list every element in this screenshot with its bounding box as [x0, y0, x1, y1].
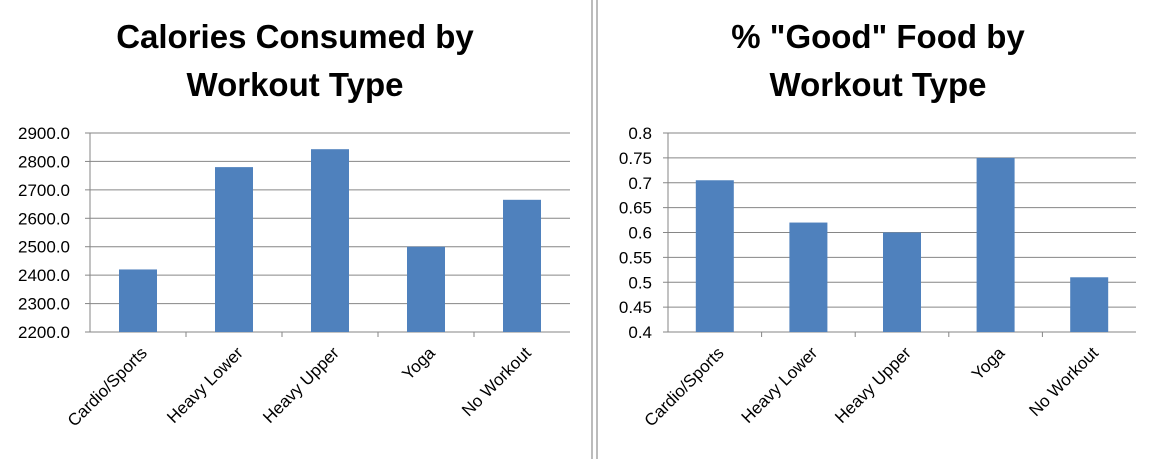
y-tick-label: 0.75 [619, 149, 652, 168]
y-tick-label: 0.45 [619, 298, 652, 317]
bar [503, 199, 541, 332]
category-label: Cardio/Sports [64, 343, 151, 430]
category-label: Yoga [968, 343, 1009, 384]
bar [789, 222, 828, 332]
bar [883, 232, 921, 332]
chart-title-line-1: Calories Consumed by [116, 18, 474, 55]
bar [695, 180, 734, 332]
bar [215, 167, 253, 332]
chart-title-line-1: % "Good" Food by [731, 18, 1025, 55]
category-label: Heavy Lower [163, 343, 247, 427]
y-tick-label: 0.4 [628, 323, 652, 342]
good-food-chart: % "Good" Food by Workout Type 0.4 0.45 0.5… [619, 18, 1136, 430]
chart-title-line-2: Workout Type [187, 66, 404, 103]
category-label: No Workout [458, 343, 535, 420]
bar [976, 157, 1015, 332]
y-tick-label: 2500.0 [18, 238, 70, 257]
bar [311, 149, 349, 332]
y-tick-label: 0.5 [628, 273, 652, 292]
y-tick-label: 2900.0 [18, 124, 70, 143]
category-label: No Workout [1025, 343, 1102, 420]
y-tick-label: 0.7 [628, 174, 652, 193]
y-tick-label: 2600.0 [18, 209, 70, 228]
category-label: Heavy Lower [738, 343, 822, 427]
y-tick-label: 2400.0 [18, 266, 70, 285]
category-label: Heavy Upper [259, 343, 343, 427]
y-tick-label: 0.55 [619, 248, 652, 267]
bar [407, 246, 445, 332]
y-tick-label: 2700.0 [18, 181, 70, 200]
bar [119, 269, 157, 332]
y-tick-label: 2200.0 [18, 323, 70, 342]
y-tick-label: 0.8 [628, 124, 652, 143]
y-tick-label: 0.65 [619, 199, 652, 218]
bar [1070, 277, 1109, 332]
y-tick-label: 2300.0 [18, 295, 70, 314]
category-label: Yoga [398, 343, 439, 384]
calories-chart: Calories Consumed by Workout Type 2200.0… [18, 18, 570, 430]
y-tick-label: 2800.0 [18, 152, 70, 171]
category-label: Heavy Upper [831, 343, 915, 427]
chart-title-line-2: Workout Type [770, 66, 987, 103]
category-label: Cardio/Sports [641, 343, 728, 430]
y-tick-label: 0.6 [628, 224, 652, 243]
